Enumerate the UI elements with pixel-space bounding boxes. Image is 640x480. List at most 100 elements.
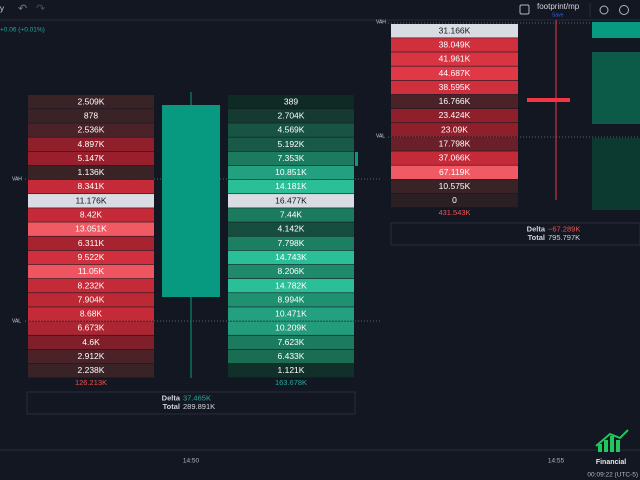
symbol[interactable]: y [0,4,4,13]
time-label: 14:50 [183,458,200,465]
cell-value: 7.44K [280,210,303,220]
cell-value: 6.673K [78,323,105,333]
cell [28,349,154,364]
save-label[interactable]: Save [552,12,564,18]
cell [228,236,354,251]
cell [28,137,154,151]
val-label: VAL [376,133,385,139]
cell [28,321,154,335]
cell-value: 10.575K [439,181,471,191]
cell-value: 2.509K [78,96,105,106]
cell-value: 7.623K [278,337,305,347]
sell-total: 126.213K [75,378,107,387]
watermark-logo [595,429,629,452]
candle-body [162,105,220,297]
cell-value: 13.051K [75,224,107,234]
cell-value: 7.904K [78,294,105,304]
redo[interactable]: ↷ [36,3,45,15]
cell [391,80,518,95]
cell-value: 17.798K [439,139,471,149]
cell-value: 31.166K [439,25,471,35]
cell-value: 10.471K [275,309,307,319]
cell [28,250,154,265]
cell [28,335,154,350]
cell [228,222,354,236]
delta-label: Delta [162,393,181,402]
cell [28,278,154,293]
alert-icon[interactable] [599,5,609,15]
cell-value: 23.09K [441,124,468,134]
undo[interactable]: ↶ [18,3,27,15]
cell [391,151,518,165]
cell-value: 2.912K [78,351,105,361]
cell [228,278,354,293]
cell-value: 2.704K [278,110,305,120]
cell-value: 1.136K [78,167,105,177]
summary-box [390,222,640,246]
cell-value: 44.687K [439,68,471,78]
delta-value: 37.465K [183,393,211,402]
cell-value: 4.569K [278,125,305,135]
cell [28,123,154,137]
cell [391,38,518,52]
cell-value: 67.119K [439,167,470,177]
cell [228,165,354,180]
cell [228,250,354,265]
cell-value: 11.176K [75,195,106,205]
cell-value: 23.424K [439,110,471,120]
cell-value: 6.311K [78,238,105,248]
cell [28,165,154,180]
delta-label: Delta [527,224,546,233]
cell-value: 16.766K [439,96,471,106]
cell-value: 8.68K [80,309,103,319]
cell-value: 4.897K [78,139,105,149]
time-label: 14:55 [548,458,565,465]
cell-value: 38.595K [439,82,471,92]
val-label: VAL [12,318,21,324]
cell [228,264,354,279]
settings-icon[interactable] [619,5,629,15]
cell-value: 14.181K [275,181,307,191]
cell-value: 8.42K [80,210,103,220]
vah-label: VAH [12,176,22,182]
cell [391,165,518,180]
cell [391,123,518,137]
vah-label: VAH [376,19,386,25]
cell-value: 4.6K [82,337,100,347]
cell-value: 7.353K [278,153,305,163]
cell [28,151,154,166]
next-bar [592,138,640,210]
cell [28,264,154,279]
candle-body [527,98,570,102]
cell [391,24,518,38]
sell-total: 431.543K [438,208,470,217]
cell [228,95,354,109]
total-label: Total [163,402,180,411]
cell-value: 0 [452,195,457,205]
cell-value: 16.477K [275,195,307,205]
cell [228,194,354,208]
cell [228,349,354,364]
cell [228,179,354,194]
watermark: Financial [596,459,626,466]
cell [228,137,354,151]
cell [28,307,154,321]
buy-total: 163.678K [275,378,307,387]
cell [228,109,354,123]
cell [28,109,154,123]
cell-value: 6.433K [278,351,305,361]
cell [391,66,518,80]
layout-name[interactable]: footprint/mp [537,2,580,11]
cell-value: 878 [84,110,98,120]
cell [391,94,518,109]
cell-value: 10.851K [275,167,307,177]
cell-value: 14.743K [275,252,307,262]
cell-value: 2.536K [78,125,105,135]
cell-value: 9.522K [78,252,105,262]
cell-value: 14.782K [275,280,307,290]
cell [228,208,354,222]
total-value: 289.891K [183,402,215,411]
cell-value: 8.206K [278,266,305,276]
layout-icon[interactable] [519,4,530,15]
